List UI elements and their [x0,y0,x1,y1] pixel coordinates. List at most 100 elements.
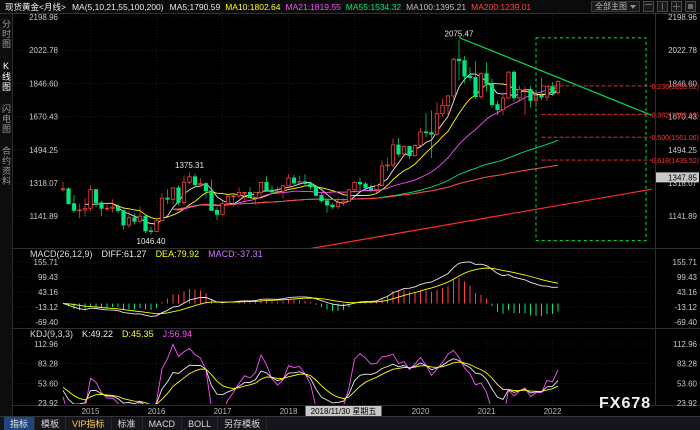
svg-text:155.71: 155.71 [673,258,698,267]
svg-text:0.618(1439.52): 0.618(1439.52) [652,158,699,165]
svg-text:2075.47: 2075.47 [445,29,474,38]
ma-settings-label: MA(5,10,21,55,100,200) [71,1,164,12]
svg-text:83.28: 83.28 [38,360,59,369]
layout-single-icon[interactable] [643,1,654,12]
indicator-value: DEA:79.92 [155,249,200,259]
svg-text:99.43: 99.43 [677,273,698,282]
sidebar-tab-合约资料[interactable]: 合约资料 [1,146,11,186]
indicator-value: MACD:-37.31 [208,249,263,259]
ma-value: MA200:1239.01 [471,1,532,12]
sidebar-tab-K线图[interactable]: K线图 [1,61,11,92]
svg-text:23.92: 23.92 [677,399,698,408]
top-bar: 现货黄金<月线> MA(5,10,21,55,100,200) MA5:1790… [0,0,700,14]
toolbar-tab-MACD[interactable]: MACD [143,417,183,430]
toolbar-tab-另存模板[interactable]: 另存模板 [218,417,268,430]
ma-value: MA55:1534.32 [345,1,402,12]
svg-text:1141.89: 1141.89 [30,212,59,221]
indicator-value: KDJ(9,3,3) [30,329,74,339]
bottom-toolbar: 指标 模板 VIP指标 标准 MACD BOLL 另存模板 [0,416,700,430]
svg-text:1318.07: 1318.07 [29,179,58,188]
toolbar-tab-VIP指标[interactable]: VIP指标 [66,417,112,430]
svg-text:1318.07: 1318.07 [668,179,697,188]
sidebar-tab-闪电图[interactable]: 闪电图 [1,104,11,134]
svg-text:0.382(1682.62): 0.382(1682.62) [652,112,699,119]
sidebar-tab-分时图[interactable]: 分时图 [1,19,11,49]
svg-text:53.60: 53.60 [38,379,59,388]
svg-text:2022.78: 2022.78 [668,46,697,55]
svg-text:2016: 2016 [148,407,166,416]
svg-text:2018: 2018 [280,407,298,416]
svg-text:2198.96: 2198.96 [29,13,58,22]
svg-text:2015: 2015 [82,407,100,416]
macd-layer [62,261,559,317]
indicator-value: J:56.94 [162,329,193,339]
indicator-value: K:49.22 [82,329,114,339]
svg-text:2018/11/30 星期五: 2018/11/30 星期五 [311,407,377,416]
chevron-down-icon [630,4,636,9]
svg-text:99.43: 99.43 [38,273,59,282]
svg-text:-13.12: -13.12 [35,303,58,312]
svg-text:-13.12: -13.12 [674,303,697,312]
macd-header: MACD(26,12,9) DIFF:61.27 DEA:79.92 MACD:-37… [30,249,263,259]
fx678-watermark: FX678 [599,395,652,412]
svg-text:1347.85: 1347.85 [668,173,697,182]
view-mode-label: 全部主图 [595,2,627,11]
crosshair-date-box [305,406,382,417]
svg-text:2017: 2017 [214,407,232,416]
svg-text:1141.89: 1141.89 [669,212,698,221]
top-bar-controls: 全部主图 [591,1,696,12]
toolbar-tab-模板[interactable]: 模板 [35,417,67,430]
svg-text:2198.96: 2198.96 [668,13,697,22]
svg-text:0.500(1561.06): 0.500(1561.06) [652,135,699,142]
crosshair-price-box [656,172,699,183]
svg-text:155.71: 155.71 [34,258,59,267]
svg-text:1670.43: 1670.43 [668,113,697,122]
ma-value: MA10:1802.64 [225,1,281,12]
svg-text:2022: 2022 [544,407,562,416]
svg-text:1846.60: 1846.60 [29,79,58,88]
svg-text:2020: 2020 [412,407,430,416]
svg-text:2022.78: 2022.78 [29,46,58,55]
svg-text:-69.40: -69.40 [35,318,58,327]
toolbar-tab-标准[interactable]: 标准 [112,417,143,430]
ma-value: MA5:1790.59 [169,1,221,12]
left-sidebar: 分时图 K线图闪电图合约资料 [0,14,13,416]
svg-text:1494.25: 1494.25 [29,146,58,155]
toolbar-tab-BOLL[interactable]: BOLL [182,417,219,430]
view-mode-dropdown[interactable]: 全部主图 [591,1,640,12]
symbol-title: 现货黄金<月线> [5,1,66,12]
kdj-layer [62,343,559,404]
svg-text:23.92: 23.92 [38,399,59,408]
svg-text:0.236(1833.02): 0.236(1833.02) [652,84,699,91]
svg-text:53.60: 53.60 [677,379,698,388]
kdj-header: KDJ(9,3,3) K:49.22 D:45.35 J:56.94 [30,329,192,339]
indicator-value: D:45.35 [122,329,154,339]
grid-layer [14,15,655,404]
indicator-value: MACD(26,12,9) [30,249,93,259]
toolbar-tabs: 指标 模板 VIP指标 标准 MACD BOLL 另存模板 [4,417,268,430]
svg-text:1494.25: 1494.25 [668,146,697,155]
svg-text:43.16: 43.16 [38,288,59,297]
svg-text:112.96: 112.96 [34,340,58,349]
svg-text:1375.31: 1375.31 [175,161,204,170]
axis-layer: 2198.96 2198.96 2022.78 2022.78 1846.60 1846.… [13,13,700,417]
main-chart-layer: 2075.47 1375.31 1046.40 [60,29,652,248]
layout-grid-icon[interactable] [671,1,682,12]
svg-text:1670.43: 1670.43 [29,113,58,122]
svg-text:-69.40: -69.40 [674,318,697,327]
svg-text:1046.40: 1046.40 [137,237,166,246]
ma-value: MA21:1819.55 [285,1,341,12]
layout-split-icon[interactable] [657,1,668,12]
svg-text:112.96: 112.96 [673,340,697,349]
ma-values-group: MA5:1790.59 MA10:1802.64 MA21:1819.55 MA55:… [170,2,532,12]
svg-text:83.28: 83.28 [677,360,698,369]
indicator-value: DIFF:61.27 [101,249,147,259]
svg-text:2021: 2021 [478,407,496,416]
svg-text:43.16: 43.16 [677,288,698,297]
ma-value: MA100:1395.21 [406,1,467,12]
layout-quad-icon[interactable] [685,1,696,12]
svg-text:1846.60: 1846.60 [668,79,697,88]
toolbar-tab-指标[interactable]: 指标 [4,417,36,430]
